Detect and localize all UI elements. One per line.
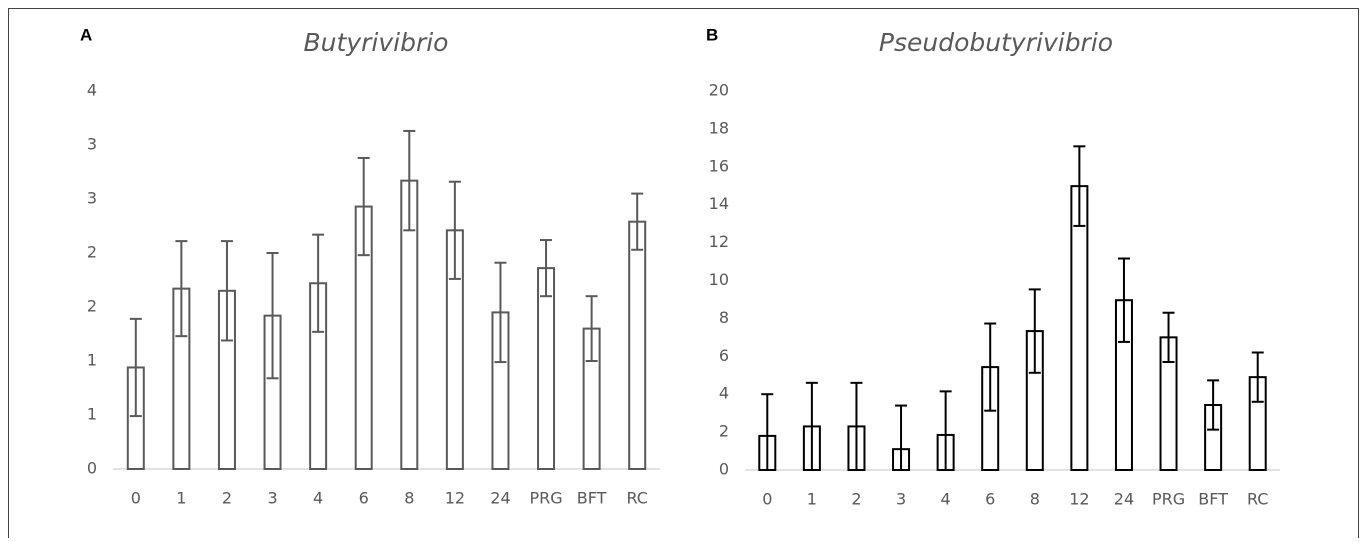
y-tick-label: 1: [87, 405, 97, 424]
y-tick-label: 2: [87, 297, 97, 316]
y-tick-label: 4: [87, 81, 97, 100]
x-tick-label: 1: [807, 490, 817, 509]
y-tick-label: 0: [87, 459, 97, 478]
y-tick-label: 14: [709, 194, 729, 213]
x-tick-label: 12: [445, 489, 465, 508]
y-tick-label: 12: [709, 232, 729, 251]
y-tick-label: 3: [87, 135, 97, 154]
y-tick-label: 0: [719, 460, 729, 479]
y-tick-label: 6: [719, 346, 729, 365]
x-tick-label: 4: [313, 489, 323, 508]
x-tick-label: RC: [626, 489, 648, 508]
chart-title: Pseudobutyrivibrio: [879, 28, 1113, 57]
y-tick-label: 2: [87, 243, 97, 262]
x-tick-label: 24: [490, 489, 510, 508]
y-tick-label: 3: [87, 189, 97, 208]
x-tick-label: 8: [1030, 490, 1040, 509]
bar: [1070, 185, 1089, 471]
x-tick-label: 4: [941, 490, 951, 509]
x-tick-label: 2: [851, 490, 861, 509]
x-tick-label: BFT: [1198, 490, 1228, 509]
x-tick-label: 12: [1069, 490, 1089, 509]
y-tick-label: 4: [719, 384, 729, 403]
panel-label: B: [706, 25, 718, 44]
panel-label: A: [80, 25, 92, 44]
y-tick-label: 10: [709, 270, 729, 289]
y-tick-label: 8: [719, 308, 729, 327]
x-tick-label: 6: [359, 489, 369, 508]
x-tick-label: BFT: [577, 489, 607, 508]
x-tick-label: PRG: [1152, 490, 1185, 509]
x-tick-label: 0: [762, 490, 772, 509]
chart-title: Butyrivibrio: [304, 28, 449, 57]
x-tick-label: 6: [985, 490, 995, 509]
x-tick-label: 3: [267, 489, 277, 508]
x-tick-label: RC: [1247, 490, 1269, 509]
y-tick-label: 1: [87, 351, 97, 370]
y-tick-label: 20: [709, 81, 729, 100]
frame: [8, 8, 1359, 542]
x-tick-label: 24: [1114, 490, 1134, 509]
x-tick-label: 1: [176, 489, 186, 508]
x-tick-label: 0: [131, 489, 141, 508]
y-tick-label: 16: [709, 156, 729, 175]
x-tick-label: 3: [896, 490, 906, 509]
bar: [628, 220, 647, 470]
y-tick-label: 2: [719, 422, 729, 441]
y-tick-label: 18: [709, 118, 729, 137]
x-tick-label: 2: [222, 489, 232, 508]
x-tick-label: 8: [404, 489, 414, 508]
x-tick-label: PRG: [529, 489, 562, 508]
bar: [537, 267, 556, 470]
